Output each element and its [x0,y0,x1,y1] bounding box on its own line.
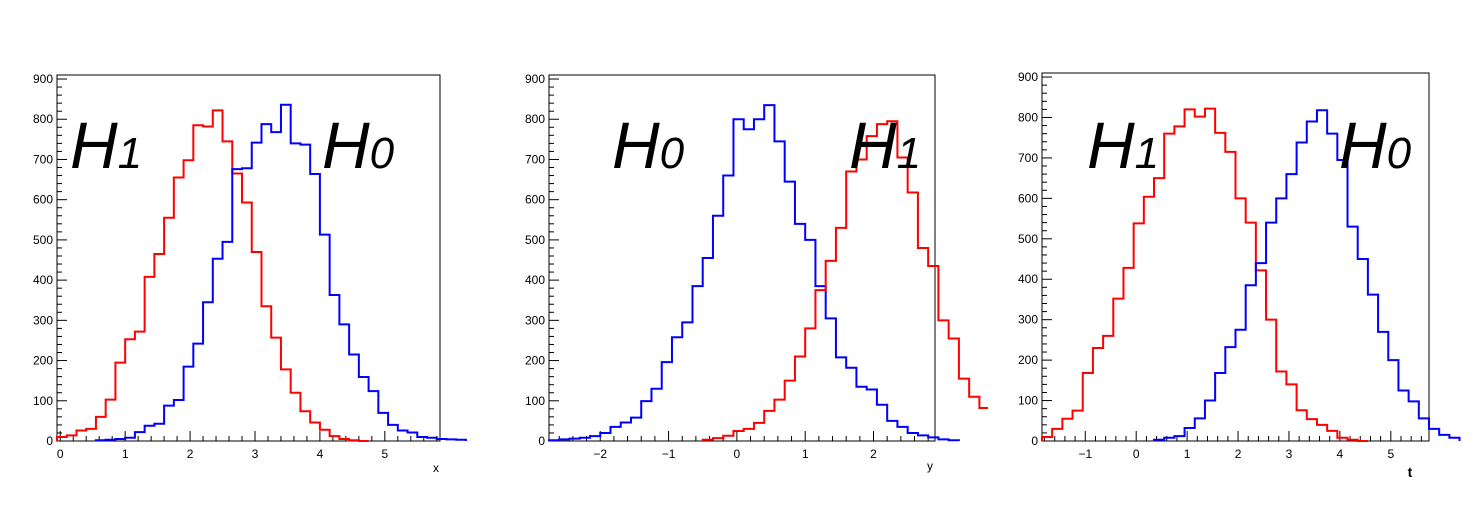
y-tick-label: 0 [538,434,545,448]
hypothesis-label-h0: H0 [1339,108,1412,182]
y-tick-label: 400 [525,273,545,287]
y-tick-label: 600 [33,193,53,207]
x-axis-label: x [433,461,439,475]
y-tick-label: 300 [525,313,545,327]
y-tick-label: 700 [33,152,53,166]
y-tick-label: 900 [1018,70,1038,84]
hypothesis-label-h1: H1 [70,108,142,182]
y-tick-label: 300 [33,313,53,327]
x-tick-label: 2 [187,447,194,461]
y-tick-label: 500 [1018,232,1038,246]
histogram-series-h0 [94,103,467,442]
x-tick-label: 3 [252,447,259,461]
histogram-series-h0 [548,104,960,442]
y-tick-label: 0 [46,434,53,448]
x-tick-label: 1 [802,447,809,461]
x-tick-label: 4 [317,447,324,461]
x-tick-label: 4 [1337,447,1344,461]
y-tick-label: 700 [1018,151,1038,165]
y-tick-label: 800 [33,112,53,126]
y-tick-label: 100 [1018,394,1038,408]
x-tick-label: −2 [593,447,607,461]
x-tick-label: 2 [1235,447,1242,461]
y-tick-label: 900 [525,72,545,86]
y-tick-label: 100 [525,394,545,408]
y-tick-label: 0 [1031,434,1038,448]
x-tick-label: 0 [734,447,741,461]
hypothesis-label-h0: H0 [322,108,395,182]
hypothesis-label-h1: H1 [849,108,921,182]
histogram-series-h0 [1153,109,1461,441]
x-tick-label: 3 [1286,447,1293,461]
x-tick-label: 5 [1387,447,1394,461]
plot-frame [548,74,936,442]
x-axis-label: y [927,459,933,473]
plot-frame [1041,72,1430,442]
hypothesis-label-h0: H0 [612,108,685,182]
y-tick-label: 500 [33,233,53,247]
y-tick-label: 600 [1018,191,1038,205]
histogram-series-h1 [1041,107,1368,442]
y-tick-label: 900 [33,72,53,86]
histogram-x-panel: 0 100 200 300 400 500 600 700 800 900 0 1 2 3 4 5 x H1 H0 [33,72,467,475]
y-tick-label: 200 [525,354,545,368]
y-tick-label: 400 [1018,272,1038,286]
histogram-y-panel: 0 100 200 300 400 500 600 700 800 900 −2 −1 0 1 2 y H0 H1 [525,72,988,473]
x-axis-label: t [1408,464,1413,480]
y-tick-label: 200 [1018,353,1038,367]
y-tick-label: 700 [525,152,545,166]
y-tick-label: 200 [33,354,53,368]
y-tick-label: 100 [33,394,53,408]
y-tick-label: 500 [525,233,545,247]
x-tick-label: 0 [57,447,64,461]
x-tick-label: 1 [1184,447,1191,461]
x-tick-label: 1 [122,447,129,461]
y-tick-label: 400 [33,273,53,287]
histogram-t-panel: 0 100 200 300 400 500 600 700 800 900 −1 0 1 2 3 4 5t H1 H… [1018,70,1461,480]
plot-frame [56,74,441,442]
x-tick-label: 2 [870,447,877,461]
y-tick-label: 300 [1018,313,1038,327]
y-tick-label: 800 [1018,110,1038,124]
histogram-series-h1 [56,109,369,442]
x-tick-label: 5 [381,447,388,461]
x-tick-label: −1 [662,447,676,461]
x-tick-label: −1 [1078,447,1092,461]
hypothesis-label-h1: H1 [1087,108,1159,182]
y-tick-label: 600 [525,193,545,207]
x-tick-label: 0 [1133,447,1140,461]
y-tick-label: 800 [525,112,545,126]
histogram-series-h1 [701,120,988,441]
